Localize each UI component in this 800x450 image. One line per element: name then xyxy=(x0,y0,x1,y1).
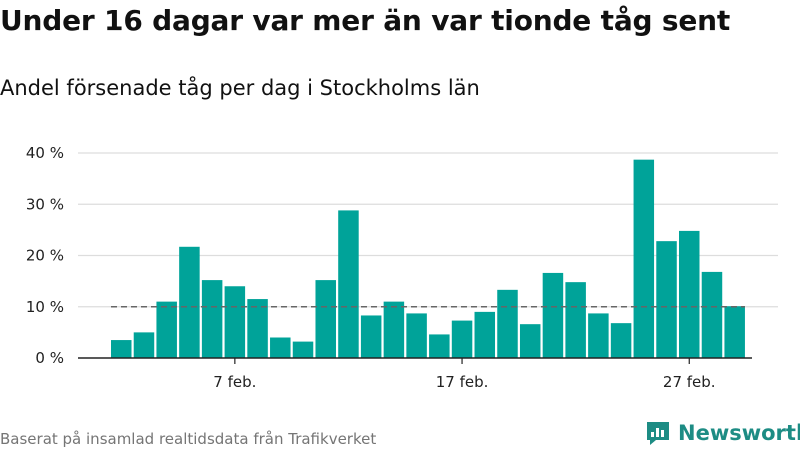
x-tick-label: 17 feb. xyxy=(436,373,489,391)
bar xyxy=(361,315,382,358)
bar xyxy=(406,313,427,358)
y-tick-label: 30 % xyxy=(26,195,64,213)
bar xyxy=(475,312,496,358)
y-tick-label: 0 % xyxy=(35,349,64,367)
y-tick-label: 40 % xyxy=(26,144,64,162)
bar xyxy=(338,210,359,358)
bar xyxy=(225,286,246,358)
y-tick-label: 10 % xyxy=(26,298,64,316)
bar xyxy=(429,334,450,358)
bar xyxy=(384,302,405,358)
bar xyxy=(520,324,541,358)
bar xyxy=(179,247,200,358)
x-tick-label: 27 feb. xyxy=(663,373,716,391)
brand-name: Newsworthy xyxy=(678,421,800,445)
y-tick-label: 20 % xyxy=(26,247,64,265)
bar xyxy=(134,332,155,358)
bar xyxy=(656,241,677,358)
bar xyxy=(156,302,177,358)
y-axis: 0 % 10 % 20 % 30 % 40 % xyxy=(26,144,64,367)
bar xyxy=(565,282,586,358)
bar xyxy=(293,342,314,358)
bar xyxy=(702,272,723,358)
bar xyxy=(452,321,473,358)
bar xyxy=(679,231,700,358)
bar xyxy=(247,299,268,358)
bar xyxy=(497,290,518,358)
bars xyxy=(111,160,745,358)
bar xyxy=(724,306,745,358)
bar-chart: 0 % 10 % 20 % 30 % 40 % 7 feb. 17 feb. 27 feb. xyxy=(0,0,800,450)
brand-logo[interactable]: Newsworthy xyxy=(644,419,800,447)
x-axis: 7 feb. 17 feb. 27 feb. xyxy=(213,358,715,391)
x-tick-label: 7 feb. xyxy=(213,373,256,391)
bar xyxy=(611,323,632,358)
bar xyxy=(588,313,609,358)
source-note: Baserat på insamlad realtidsdata från Tr… xyxy=(0,430,376,448)
bar xyxy=(270,338,291,359)
bar xyxy=(315,280,336,358)
bar xyxy=(202,280,223,358)
bar xyxy=(111,340,132,358)
bar xyxy=(634,160,655,358)
chart-bubble-icon xyxy=(644,419,672,447)
bar xyxy=(543,273,564,358)
